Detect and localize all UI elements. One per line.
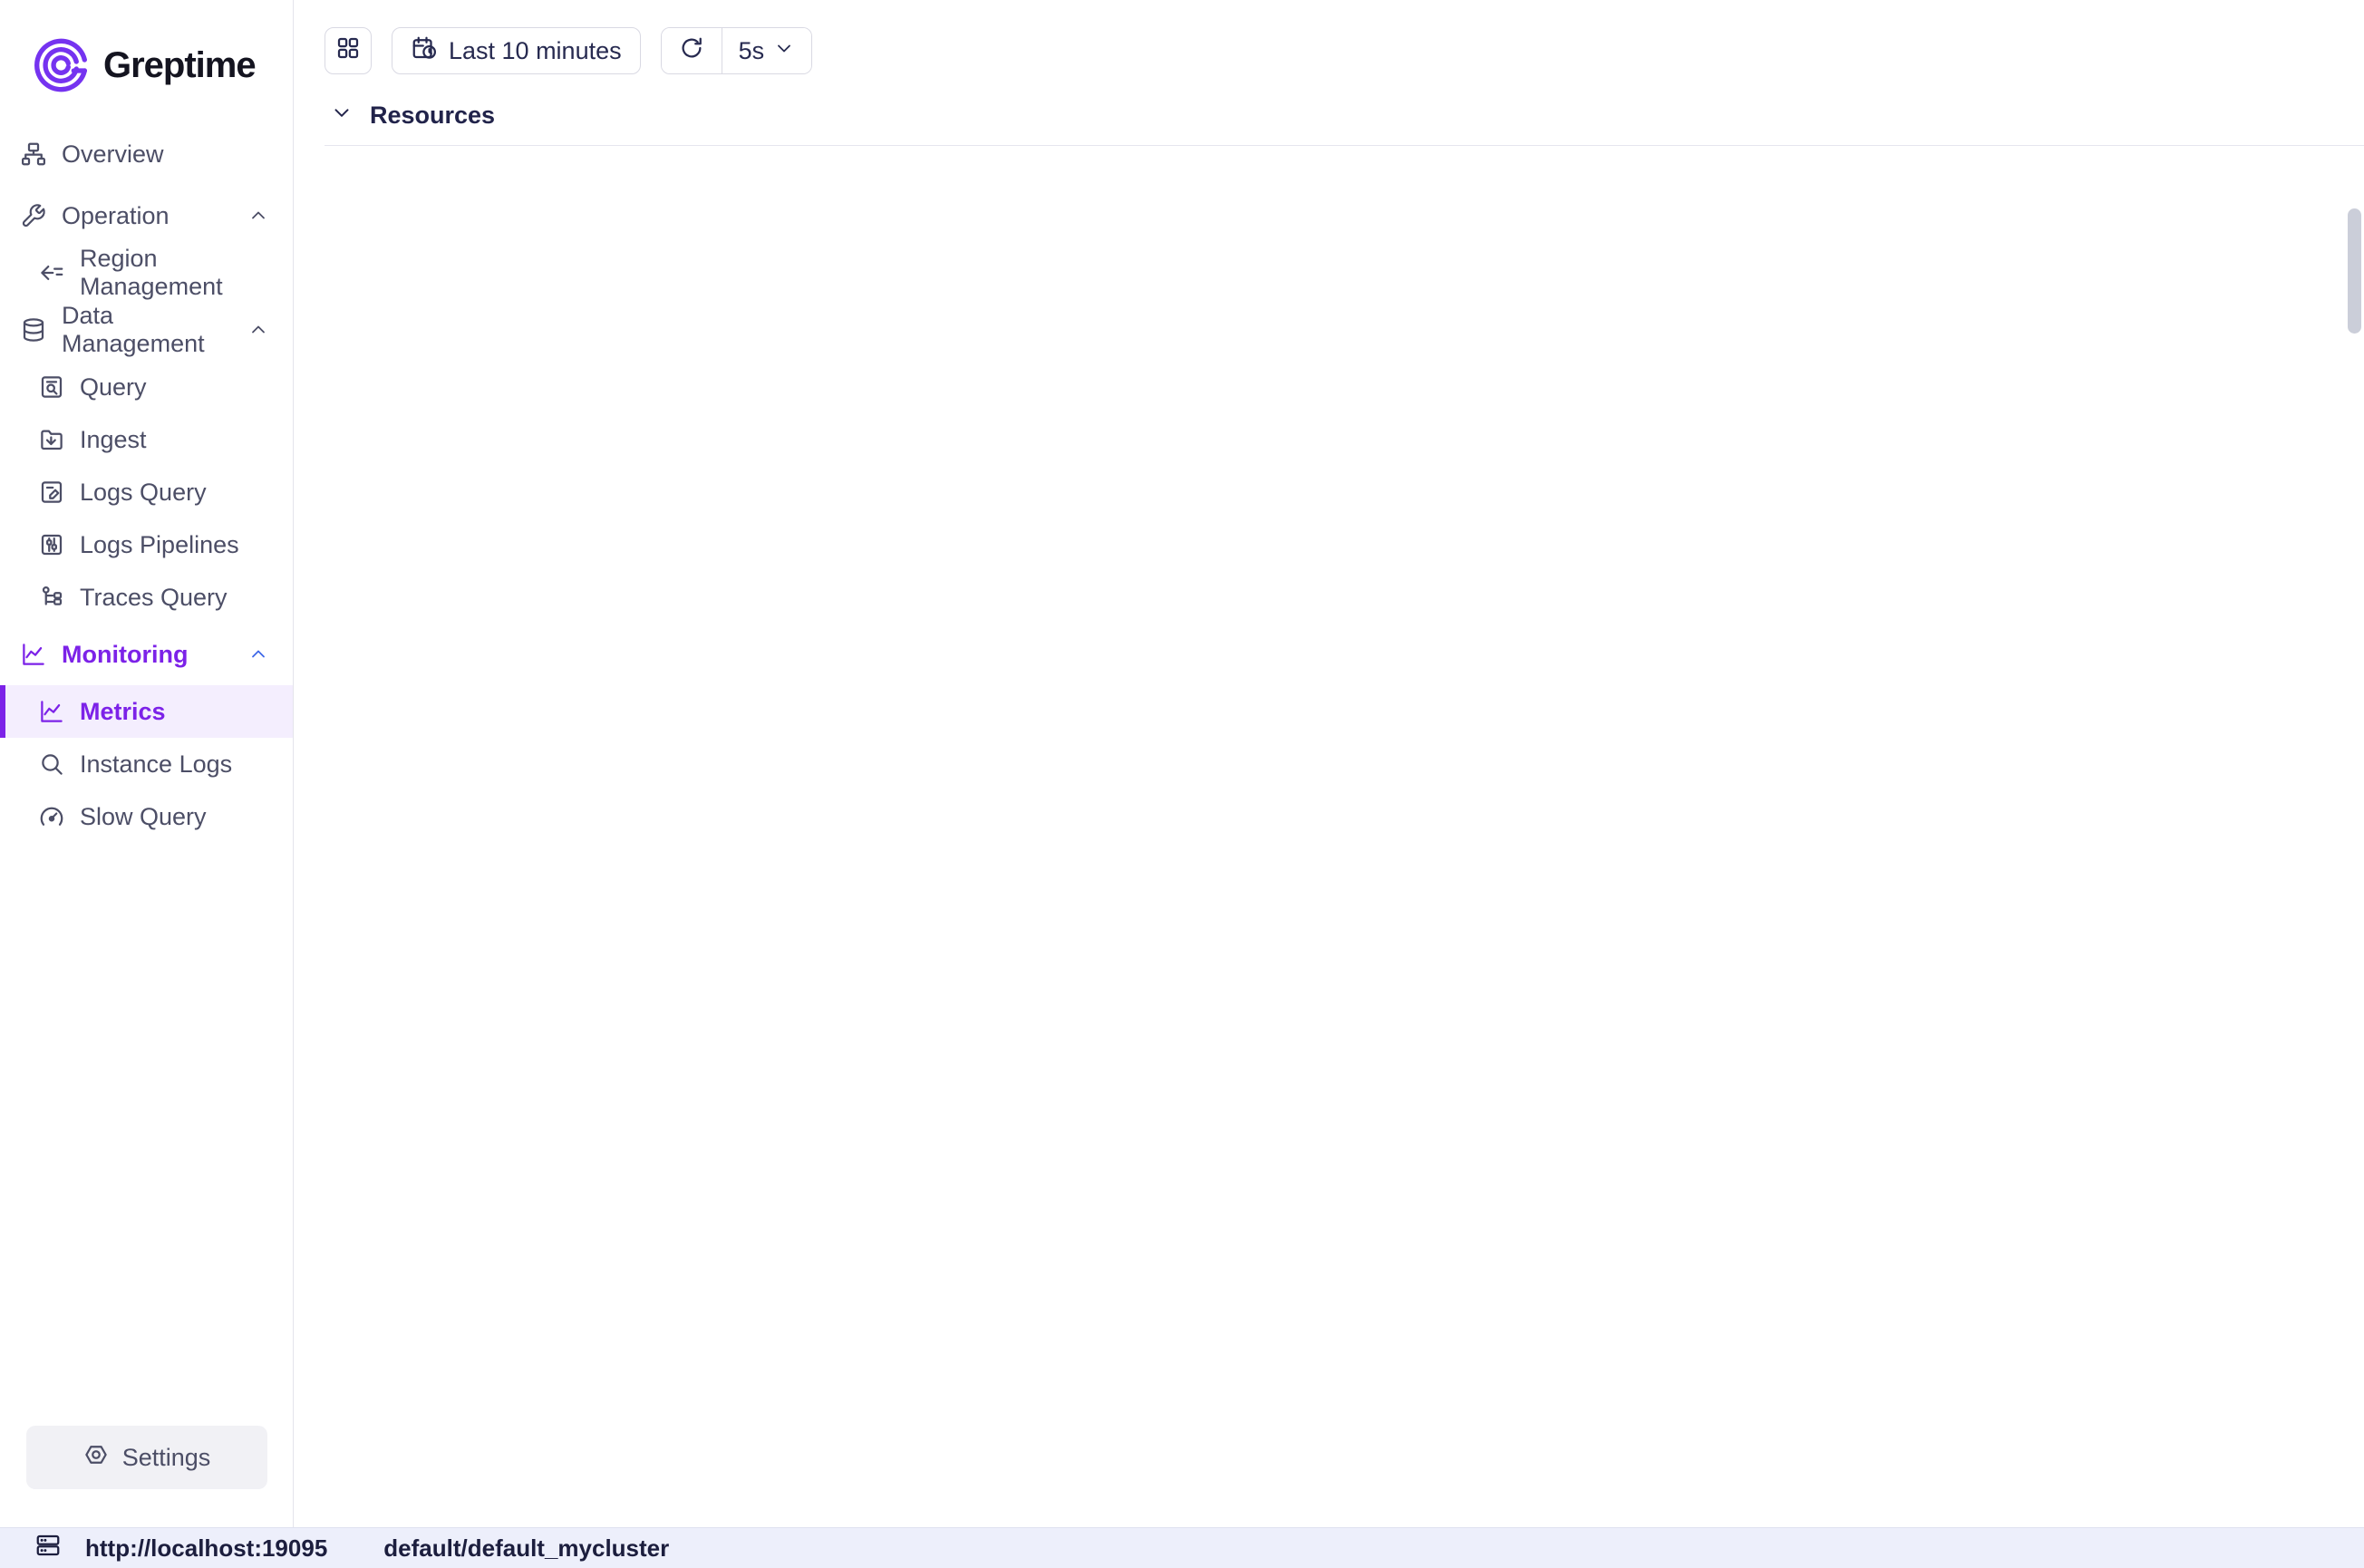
chevron-up-icon [247, 319, 269, 341]
monitoring-icon [20, 641, 47, 668]
sidebar-item-label: Region Management [80, 245, 223, 300]
scrollbar-thumb[interactable] [2348, 208, 2361, 334]
time-range-label: Last 10 minutes [449, 36, 622, 64]
wrench-icon [20, 202, 47, 229]
sidebar-item-label: Logs Pipelines [80, 530, 239, 558]
sidebar-item-overview[interactable]: Overview [0, 123, 293, 185]
sidebar-item-label: Operation [62, 201, 170, 229]
settings-label: Settings [121, 1443, 211, 1471]
sidebar-item-label: Overview [62, 140, 164, 168]
section-divider [325, 145, 2364, 146]
logs-query-icon [38, 479, 65, 506]
greptime-logo[interactable]: Greptime [0, 0, 293, 109]
charts-grid [325, 146, 2333, 1527]
topbar: Last 10 minutes 5s [325, 27, 2333, 74]
server-icon [34, 1532, 62, 1565]
overview-icon [20, 140, 47, 168]
database-icon [20, 316, 47, 344]
section-title: Resources [370, 101, 496, 129]
greptime-logo-icon [33, 36, 91, 94]
logo-text: Greptime [103, 44, 257, 85]
chevron-up-icon [247, 644, 269, 665]
sidebar-item-ingest[interactable]: Ingest [0, 413, 293, 466]
sidebar-item-region-management[interactable]: Region Management [0, 245, 293, 300]
ingest-icon [38, 426, 65, 453]
main-content: Last 10 minutes 5s [294, 0, 2364, 1527]
refresh-interval-select[interactable]: 5s [722, 28, 812, 73]
sidebar-item-label: Data Management [62, 302, 205, 357]
search-icon [38, 750, 65, 778]
sidebar-item-label: Slow Query [80, 802, 207, 830]
refresh-icon [678, 34, 705, 68]
sidebar-item-label: Metrics [80, 697, 166, 725]
traces-icon [38, 584, 65, 611]
gauge-icon [38, 803, 65, 830]
metrics-icon [38, 698, 65, 725]
sidebar-item-metrics[interactable]: Metrics [0, 685, 293, 738]
chevron-down-icon [330, 101, 354, 131]
sidebar-item-operation[interactable]: Operation [0, 185, 293, 247]
logs-pipelines-icon [38, 531, 65, 558]
time-range-button[interactable]: Last 10 minutes [392, 27, 641, 74]
cluster-name[interactable]: default/default_mycluster [383, 1534, 670, 1562]
sidebar-item-label: Instance Logs [80, 750, 233, 778]
sidebar-item-monitoring[interactable]: Monitoring [0, 624, 293, 685]
refresh-interval-value: 5s [738, 36, 765, 64]
calendar-clock-icon [411, 34, 438, 68]
grid-icon [334, 34, 362, 68]
server-url[interactable]: http://localhost:19095 [85, 1534, 328, 1562]
settings-button[interactable]: Settings [25, 1426, 267, 1489]
sidebar-item-label: Monitoring [62, 640, 189, 668]
sidebar-item-data-management[interactable]: Data Management [0, 299, 293, 361]
sidebar-item-label: Ingest [80, 425, 147, 453]
dashboard-layout-button[interactable] [325, 27, 372, 74]
sidebar-nav: Overview Operation Region Management Data M… [0, 109, 293, 843]
chevron-up-icon [247, 205, 269, 227]
gear-icon [82, 1441, 110, 1475]
sidebar-item-logs-pipelines[interactable]: Logs Pipelines [0, 518, 293, 571]
sidebar-spacer [0, 843, 293, 1426]
sidebar-item-query[interactable]: Query [0, 361, 293, 413]
sidebar-item-traces-query[interactable]: Traces Query [0, 571, 293, 624]
sidebar: Greptime Overview Operation Region Managem… [0, 0, 294, 1527]
query-icon [38, 373, 65, 401]
sidebar-item-logs-query[interactable]: Logs Query [0, 466, 293, 518]
sidebar-item-label: Logs Query [80, 478, 207, 506]
sidebar-item-label: Query [80, 373, 147, 401]
refresh-button[interactable] [661, 28, 722, 73]
region-icon [38, 259, 65, 286]
resources-section-header[interactable]: Resources [330, 100, 2333, 131]
sidebar-item-slow-query[interactable]: Slow Query [0, 790, 293, 843]
status-bar: http://localhost:19095 default/default_m… [0, 1527, 2364, 1568]
refresh-group: 5s [660, 27, 813, 74]
sidebar-item-label: Traces Query [80, 583, 228, 611]
chevron-down-icon [773, 37, 795, 65]
sidebar-item-instance-logs[interactable]: Instance Logs [0, 738, 293, 790]
